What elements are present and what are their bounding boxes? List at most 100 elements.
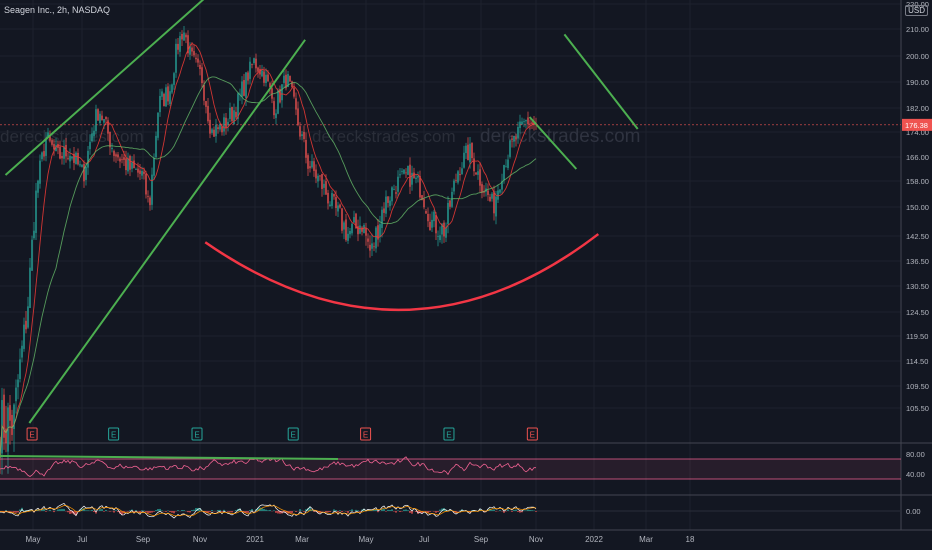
- candle-body: [337, 205, 339, 212]
- candle-body: [89, 141, 91, 150]
- candle-body: [157, 112, 159, 138]
- candle-body: [75, 152, 77, 165]
- candle-body: [97, 109, 99, 121]
- candle-body: [441, 223, 443, 235]
- price-tick-label: 150.00: [906, 203, 929, 212]
- candle-body: [417, 176, 419, 178]
- price-tick-label: 210.00: [906, 25, 929, 34]
- candle-body: [433, 211, 435, 222]
- rsi-pane: [0, 455, 901, 480]
- candle-body: [127, 158, 129, 172]
- watermark: dereckstrades.com: [0, 127, 144, 146]
- candle-body: [479, 169, 481, 186]
- candle-body: [409, 164, 411, 187]
- moving-averages: [0, 42, 537, 459]
- currency-badge[interactable]: USD: [905, 5, 928, 16]
- candle-body: [527, 117, 529, 125]
- macd-signal-line: [0, 505, 537, 517]
- candle-body: [455, 179, 457, 181]
- candle-body: [21, 345, 23, 358]
- candle-body: [399, 174, 401, 176]
- candle-body: [151, 174, 153, 205]
- candle-body: [473, 158, 475, 172]
- candle-body: [319, 175, 321, 177]
- candle-body: [339, 204, 341, 208]
- candle-body: [475, 172, 477, 175]
- indicator-tick-label: 0.00: [906, 507, 921, 516]
- candle-body: [229, 107, 231, 119]
- candlestick-series: [0, 26, 537, 475]
- candle-body: [335, 197, 337, 209]
- candle-body: [365, 227, 367, 236]
- candle-body: [29, 267, 31, 309]
- candle-body: [255, 58, 257, 69]
- candle-body: [387, 196, 389, 203]
- watermark: dereckstrades.com: [480, 126, 641, 147]
- candle-body: [121, 159, 123, 161]
- candle-body: [283, 75, 285, 83]
- candle-body: [145, 173, 147, 195]
- candle-body: [239, 93, 241, 95]
- time-axis[interactable]: May Jul Sep Nov 2021 Mar May Jul Sep Nov 2022 Mar 18: [25, 535, 695, 544]
- candle-body: [61, 155, 63, 159]
- rsi-trendline: [0, 455, 339, 460]
- price-tick-label: 200.00: [906, 52, 929, 61]
- trendline: [28, 39, 306, 424]
- price-tick-label: 190.00: [906, 78, 929, 87]
- candle-body: [15, 387, 17, 402]
- candle-body: [411, 172, 413, 185]
- candle-body: [117, 154, 119, 158]
- candle-body: [147, 196, 149, 197]
- candle-body: [415, 177, 417, 180]
- candle-body: [523, 121, 525, 123]
- time-tick-label: Sep: [136, 535, 151, 544]
- candle-body: [481, 184, 483, 193]
- candle-body: [427, 213, 429, 222]
- candle-body: [243, 80, 245, 96]
- candle-body: [19, 359, 21, 379]
- candle-body: [325, 181, 327, 195]
- candle-body: [249, 61, 251, 79]
- candle-body: [95, 109, 97, 132]
- candle-body: [311, 161, 313, 168]
- candle-body: [269, 83, 271, 88]
- candle-body: [503, 165, 505, 181]
- candle-body: [275, 113, 277, 119]
- candle-body: [435, 214, 437, 234]
- candle-body: [57, 144, 59, 148]
- candle-body: [193, 51, 195, 56]
- candle-body: [513, 136, 515, 142]
- candle-body: [191, 47, 193, 52]
- candle-body: [67, 158, 69, 160]
- candle-body: [317, 175, 319, 182]
- candle-body: [91, 133, 93, 142]
- candle-body: [391, 187, 393, 202]
- candle-body: [345, 219, 347, 241]
- time-tick-label: Mar: [639, 535, 653, 544]
- candle-body: [453, 180, 455, 192]
- candle-body: [401, 170, 403, 172]
- candle-body: [247, 72, 249, 81]
- candle-body: [183, 32, 185, 41]
- candle-body: [403, 169, 405, 174]
- time-tick-label: Sep: [474, 535, 489, 544]
- candle-body: [395, 192, 397, 194]
- candle-body: [329, 204, 331, 207]
- symbol-title: Seagen Inc., 2h, NASDAQ: [4, 5, 111, 15]
- trendline: [4, 0, 205, 176]
- candle-body: [341, 208, 343, 231]
- price-axis[interactable]: 220.00 210.00 200.00 190.00 182.00 174.00 166.…: [0, 0, 932, 516]
- candle-body: [55, 145, 57, 152]
- candle-body: [301, 134, 303, 136]
- candle-body: [17, 379, 19, 388]
- candle-body: [45, 138, 47, 156]
- candle-body: [517, 127, 519, 139]
- candle-body: [3, 394, 5, 438]
- candle-body: [47, 132, 49, 137]
- candle-body: [215, 124, 217, 137]
- candle-body: [175, 43, 177, 73]
- candle-body: [471, 143, 473, 159]
- candle-body: [93, 130, 95, 137]
